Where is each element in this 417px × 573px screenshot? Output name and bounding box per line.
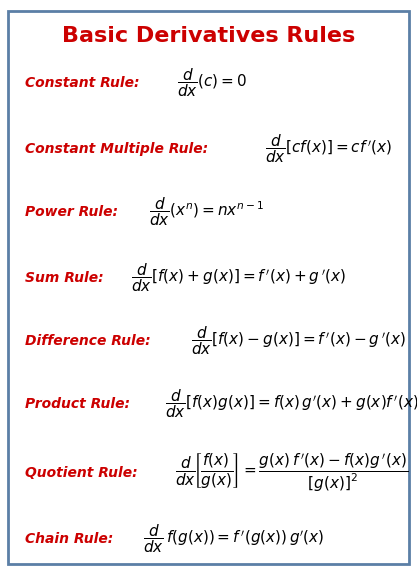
Text: $\dfrac{d}{dx}(c) = 0$: $\dfrac{d}{dx}(c) = 0$ [177,66,247,100]
Text: $\dfrac{d}{dx}(x^n) = nx^{n-1}$: $\dfrac{d}{dx}(x^n) = nx^{n-1}$ [149,195,264,229]
Text: Difference Rule:: Difference Rule: [25,334,151,348]
Text: Constant Multiple Rule:: Constant Multiple Rule: [25,142,208,156]
Text: $\dfrac{d}{dx}\,f(g(x)) = f\,'(g(x))\,g'(x)$: $\dfrac{d}{dx}\,f(g(x)) = f\,'(g(x))\,g'… [143,522,324,555]
Text: $\dfrac{d}{dx}\left[f(x)g(x)\right] = f(x)\,g'(x)+g(x)f\,'(x)$: $\dfrac{d}{dx}\left[f(x)g(x)\right] = f(… [165,387,417,421]
Text: Power Rule:: Power Rule: [25,205,118,219]
Text: $\dfrac{d}{dx}\left[f(x)+g(x)\right] = f\,'(x)+g\,'(x)$: $\dfrac{d}{dx}\left[f(x)+g(x)\right] = f… [131,261,346,295]
Text: Product Rule:: Product Rule: [25,397,130,411]
Text: Chain Rule:: Chain Rule: [25,532,113,545]
Text: Quotient Rule:: Quotient Rule: [25,466,138,480]
FancyBboxPatch shape [8,11,409,564]
Text: $\dfrac{d}{dx}\left[cf(x)\right] = cf\,'(x)$: $\dfrac{d}{dx}\left[cf(x)\right] = cf\,'… [266,132,393,166]
Text: $\dfrac{d}{dx}\!\left[\dfrac{f(x)}{g(x)}\right] = \dfrac{g(x)\,f\,'(x)-f(x)g\,'(: $\dfrac{d}{dx}\!\left[\dfrac{f(x)}{g(x)}… [174,452,407,494]
Text: $\dfrac{d}{dx}\left[f(x)-g(x)\right] = f\,'(x)-g\,'(x)$: $\dfrac{d}{dx}\left[f(x)-g(x)\right] = f… [191,324,407,358]
Text: Basic Derivatives Rules: Basic Derivatives Rules [62,26,355,46]
Text: Sum Rule:: Sum Rule: [25,271,104,285]
Text: Constant Rule:: Constant Rule: [25,76,140,90]
